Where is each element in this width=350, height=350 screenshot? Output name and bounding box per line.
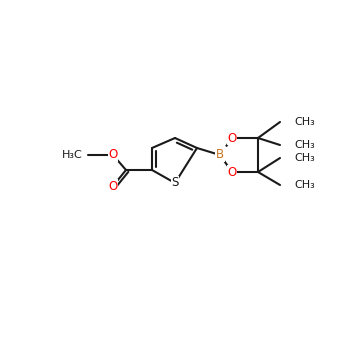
Text: S: S	[171, 176, 179, 189]
Text: O: O	[108, 148, 118, 161]
Text: CH₃: CH₃	[294, 153, 315, 163]
Text: CH₃: CH₃	[294, 117, 315, 127]
Text: CH₃: CH₃	[294, 180, 315, 190]
Text: O: O	[228, 166, 237, 178]
Text: CH₃: CH₃	[294, 140, 315, 150]
Text: B: B	[216, 148, 224, 161]
Text: O: O	[228, 132, 237, 145]
Text: O: O	[108, 180, 118, 193]
Text: H₃C: H₃C	[62, 150, 83, 160]
